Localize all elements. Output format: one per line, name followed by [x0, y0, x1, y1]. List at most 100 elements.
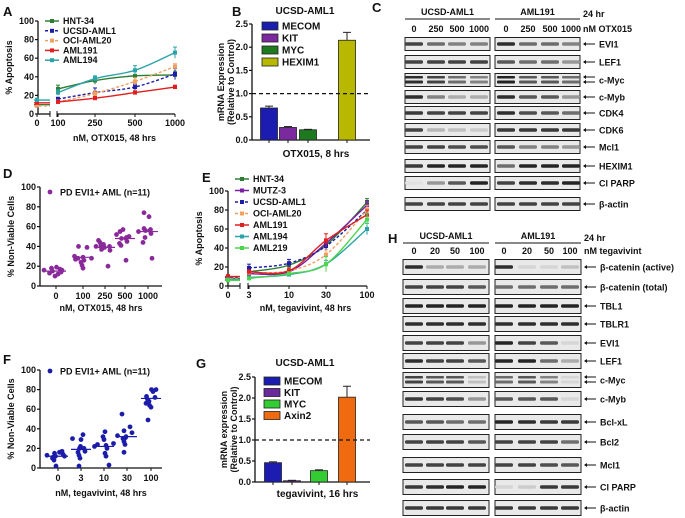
x-axis-label: nM, OTX015, 48 hrs — [59, 303, 142, 313]
data-point — [35, 98, 39, 103]
data-point — [121, 449, 127, 455]
blot-row-evi1: EVI1 — [404, 37, 619, 51]
x-tick-label: 100 — [75, 291, 90, 301]
protein-band — [540, 485, 558, 489]
protein-band — [405, 95, 423, 99]
lane-label: 500 — [449, 24, 464, 34]
data-point — [93, 76, 97, 81]
data-point — [105, 263, 111, 269]
y-tick-label: 100 — [19, 16, 34, 26]
group-label: UCSD-AML1 — [420, 231, 473, 241]
protein-band — [427, 80, 445, 84]
scatter-group-0 — [44, 448, 68, 469]
y-tick-label: 0 — [31, 463, 36, 473]
data-point — [147, 402, 152, 408]
protein-band — [561, 265, 579, 269]
protein-band — [518, 285, 536, 289]
x-tick-label: 30 — [321, 290, 331, 300]
bar-mecom — [264, 462, 282, 483]
protein-band — [426, 506, 444, 510]
protein-label: Cl PARP — [599, 179, 635, 189]
y-tick-label: 0.5 — [235, 112, 248, 122]
y-tick-label: 0.0 — [238, 477, 251, 487]
protein-band — [519, 181, 537, 185]
protein-band — [405, 76, 423, 79]
data-point — [59, 448, 65, 454]
arrow-head-icon — [583, 42, 586, 46]
protein-band — [562, 80, 580, 84]
lane-label: 0 — [501, 246, 506, 256]
protein-band — [540, 463, 558, 467]
data-point — [149, 255, 155, 261]
scatter-group-10 — [92, 429, 116, 468]
protein-band — [495, 341, 513, 345]
legend-marker — [50, 58, 54, 63]
lane-label: 500 — [542, 24, 557, 34]
data-point — [53, 463, 59, 469]
protein-band — [561, 440, 579, 444]
protein-band — [446, 485, 464, 489]
protein-band — [541, 164, 559, 168]
data-point — [142, 235, 148, 240]
legend-marker — [50, 38, 54, 43]
protein-band — [468, 397, 486, 401]
protein-band — [562, 202, 580, 206]
protein-band — [426, 420, 444, 424]
protein-band — [519, 128, 537, 132]
protein-label: LEF1 — [599, 58, 621, 68]
bar-myc — [299, 129, 317, 141]
lane-label: 250 — [428, 24, 443, 34]
protein-band — [468, 463, 486, 467]
data-point — [287, 271, 291, 276]
panel-label-e: E — [202, 170, 211, 185]
protein-band — [405, 60, 423, 64]
arrow-head-icon — [584, 359, 587, 363]
protein-band — [427, 60, 445, 64]
blot-membrane — [402, 372, 490, 388]
data-point — [324, 252, 328, 257]
protein-band — [448, 111, 466, 115]
blot-row--actin: β-actin — [402, 500, 630, 516]
y-tick-label: 2.0 — [235, 42, 248, 52]
protein-band — [426, 440, 444, 444]
protein-band — [470, 80, 488, 84]
protein-band — [497, 76, 515, 79]
blot-row-cdk6: CDK6 — [404, 123, 624, 137]
x-axis-label: nM, tegavivint, 48 hrs — [55, 488, 147, 498]
protein-band — [427, 42, 445, 46]
legend-label: HNT-34 — [253, 174, 284, 184]
protein-band — [426, 341, 444, 345]
legend-marker — [240, 223, 244, 227]
panel-label-f: F — [3, 352, 11, 367]
data-point — [56, 86, 60, 91]
protein-band — [426, 322, 444, 326]
protein-band — [541, 80, 559, 84]
protein-band — [497, 111, 515, 115]
protein-band — [427, 111, 445, 115]
protein-label: EVI1 — [600, 339, 620, 349]
protein-band — [468, 380, 486, 384]
panel-label-g: G — [196, 356, 206, 371]
protein-band — [405, 341, 423, 345]
y-tick-label: 60 — [26, 222, 36, 232]
protein-band — [405, 265, 423, 269]
protein-band — [405, 463, 423, 467]
data-point — [70, 436, 75, 441]
data-point — [226, 274, 230, 279]
protein-band — [405, 285, 423, 289]
scatter-group-1000 — [136, 210, 158, 261]
protein-band — [495, 285, 513, 289]
x-tick-label: 3 — [78, 473, 83, 483]
protein-band — [468, 440, 486, 444]
protein-label: Bcl2 — [600, 438, 619, 448]
protein-band — [495, 322, 513, 326]
y-tick-label: 1.5 — [235, 65, 248, 75]
protein-band — [468, 420, 486, 424]
legend-marker — [240, 188, 244, 193]
legend-swatch — [263, 399, 281, 409]
lane-label: 100 — [469, 246, 484, 256]
data-point — [102, 429, 108, 435]
blot-row-tbl1: TBL1 — [402, 298, 623, 314]
bar-myc — [310, 470, 328, 483]
